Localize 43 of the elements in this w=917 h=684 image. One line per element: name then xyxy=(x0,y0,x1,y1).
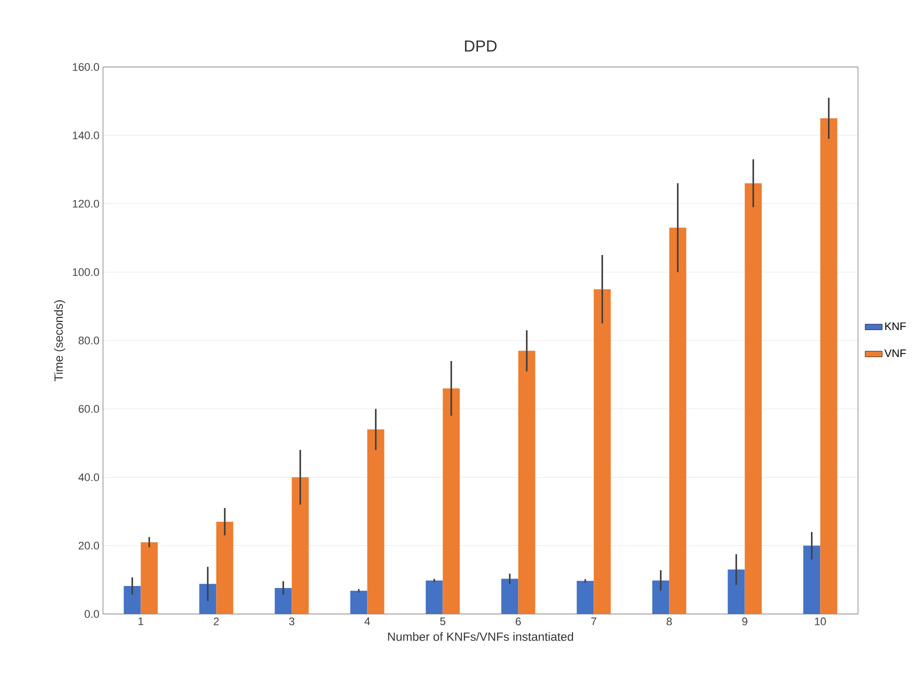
chart-title: DPD xyxy=(464,40,497,52)
bar xyxy=(518,350,536,614)
y-tick-label: 0.0 xyxy=(84,610,100,618)
y-tick-label: 60.0 xyxy=(78,405,100,413)
bar xyxy=(501,578,518,614)
x-tick-label: 5 xyxy=(440,618,446,626)
bar xyxy=(140,542,158,614)
bar xyxy=(367,429,384,614)
y-tick-label: 100.0 xyxy=(72,268,100,276)
bar xyxy=(292,477,309,614)
legend-label: VNF xyxy=(884,350,906,358)
x-tick-label: 7 xyxy=(591,618,596,626)
x-tick-label: 8 xyxy=(666,618,672,626)
bar xyxy=(744,183,762,614)
y-tick-label: 40.0 xyxy=(78,473,100,482)
x-axis-title: Number of KNFs/VNFs instantiated xyxy=(388,632,574,641)
y-tick-label: 160.0 xyxy=(72,63,100,71)
bar xyxy=(216,522,234,614)
bar xyxy=(820,118,838,614)
x-tick-label: 6 xyxy=(516,618,521,626)
bar xyxy=(803,546,820,614)
x-tick-label: 2 xyxy=(214,618,219,626)
bar xyxy=(124,586,141,614)
bar xyxy=(652,580,670,614)
bar xyxy=(426,580,443,614)
x-tick-label: 9 xyxy=(742,618,748,626)
legend-label: KNF xyxy=(885,322,906,330)
bar xyxy=(576,580,594,614)
bar xyxy=(274,588,292,614)
y-tick-label: 20.0 xyxy=(78,542,100,550)
y-tick-label: 140.0 xyxy=(72,132,100,140)
x-tick-label: 3 xyxy=(289,618,294,626)
bar xyxy=(442,388,460,614)
x-tick-label: 4 xyxy=(364,618,370,626)
x-tick-label: 1 xyxy=(138,618,144,626)
y-axis-title: Time (seconds) xyxy=(54,300,66,382)
bar xyxy=(350,590,368,614)
bar xyxy=(728,570,745,614)
x-tick-label: 10 xyxy=(814,618,826,626)
y-tick-label: 120.0 xyxy=(72,200,100,208)
y-tick-label: 80.0 xyxy=(78,336,100,344)
bar xyxy=(669,228,686,614)
bar xyxy=(594,289,611,614)
